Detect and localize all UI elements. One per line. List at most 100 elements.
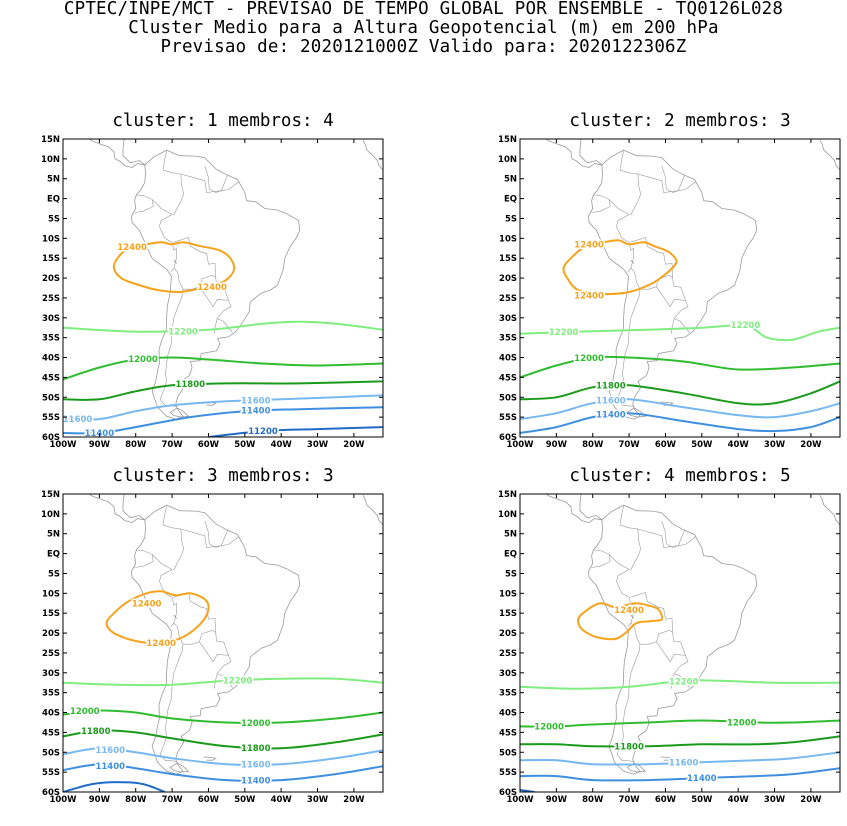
country-border	[677, 530, 685, 546]
contour-11400	[63, 406, 383, 435]
country-border	[173, 592, 217, 645]
lon-label: 60W	[198, 795, 220, 805]
contour-11800	[63, 380, 383, 401]
lon-label: 30W	[764, 440, 786, 450]
lat-label: 5N	[47, 530, 60, 540]
map-frame	[62, 493, 384, 793]
lat-label: 30S	[42, 314, 60, 324]
lat-label: 40S	[499, 709, 517, 719]
lon-label: 60W	[198, 440, 220, 450]
lat-label: 15S	[499, 254, 517, 264]
country-border	[159, 267, 184, 407]
contour-12400	[562, 239, 678, 296]
lat-label: 10S	[499, 589, 517, 599]
coastline-falklands	[660, 756, 674, 761]
lon-label: 40W	[728, 440, 750, 450]
contour-11400	[520, 412, 840, 434]
contour-label-11400: 11400	[687, 774, 717, 784]
lat-label: 5S	[505, 569, 517, 579]
lat-label: 45S	[42, 373, 60, 383]
lat-label: 45S	[499, 373, 517, 383]
lat-label: 35S	[42, 689, 60, 699]
lat-label: 5N	[504, 530, 517, 540]
lon-label: 20W	[800, 440, 822, 450]
map-content: 12400 12200 12000 12000 11800 11600 11400	[520, 494, 840, 792]
lat-label: 30S	[499, 314, 517, 324]
country-border	[619, 505, 642, 571]
coastline-lake	[173, 259, 178, 264]
contour-11600	[520, 751, 840, 766]
lat-label: 35S	[499, 689, 517, 699]
lon-label: 80W	[582, 795, 604, 805]
country-border	[216, 300, 233, 333]
lon-label: 70W	[161, 440, 183, 450]
panel-title: cluster: 2 membros: 3	[569, 111, 791, 131]
country-border	[134, 194, 154, 213]
lat-label: 40S	[42, 354, 60, 364]
contour-label-11400: 11400	[241, 406, 271, 416]
contour-label-11800: 11800	[614, 743, 644, 753]
lat-label: 10N	[41, 510, 60, 520]
map-panel-cluster-3: cluster: 3 membros: 3 12400 12400 12200 120…	[0, 466, 400, 826]
contour-12200	[63, 320, 383, 333]
lon-label: 90W	[546, 795, 568, 805]
map-frame	[519, 493, 841, 793]
lat-label: EQ	[47, 550, 60, 560]
lat-label: 60S	[499, 788, 517, 798]
map-plot: 12400 12400 12200 12000 12000 11800 11800 11600…	[41, 490, 384, 805]
lat-label: 15S	[42, 254, 60, 264]
country-border	[180, 528, 239, 548]
lon-label: 30W	[764, 795, 786, 805]
contour-label-11400: 11400	[95, 762, 125, 772]
contour-12200	[520, 324, 840, 342]
lon-label: 70W	[161, 795, 183, 805]
lat-label: 20S	[42, 629, 60, 639]
lat-label: 25S	[42, 294, 60, 304]
country-border	[656, 632, 686, 663]
coastline-south-america	[587, 149, 758, 420]
contour-label-12400: 12400	[117, 243, 147, 253]
lat-label: 10S	[499, 234, 517, 244]
lat-label: 55S	[499, 768, 517, 778]
lat-label: 20S	[499, 274, 517, 284]
country-border	[608, 199, 634, 272]
country-border	[673, 655, 690, 688]
contour-label-12200: 12200	[223, 676, 253, 686]
map-content: 1240012400122001200011800116001160011400…	[63, 139, 383, 437]
lat-label: 55S	[42, 413, 60, 423]
lon-label: 70W	[618, 440, 640, 450]
contour-label-11600: 11600	[596, 396, 626, 406]
lat-label: EQ	[504, 195, 517, 205]
lat-label: 30S	[42, 669, 60, 679]
contour-label-12200: 12200	[731, 321, 761, 331]
country-border	[180, 173, 239, 193]
map-plot: 1240012400122001200011800116001160011400…	[41, 135, 384, 450]
contour-11600	[520, 398, 840, 421]
map-content: 12400 12400 12200 12200 12000 11800 11600 11400	[520, 139, 840, 434]
lon-label: 100W	[49, 440, 77, 450]
lat-label: 15N	[498, 135, 517, 145]
lon-label: 80W	[125, 440, 147, 450]
panel-title: cluster: 4 membros: 5	[569, 466, 791, 486]
contour-label-11600: 11600	[241, 761, 271, 771]
contour-11200	[208, 426, 383, 437]
lat-label: 40S	[499, 354, 517, 364]
lat-label: 10S	[42, 234, 60, 244]
contour-12000	[63, 356, 383, 381]
contour-label-12400: 12400	[132, 599, 162, 609]
coastline-tierra-del-fuego	[626, 762, 647, 773]
map-panel-cluster-2: cluster: 2 membros: 3 12400 12400 12200 122…	[457, 111, 847, 471]
contour-12400	[105, 590, 210, 645]
contour-label-12000: 12000	[241, 719, 271, 729]
contour-label-11400: 11400	[241, 776, 271, 786]
country-border	[199, 277, 229, 308]
contour-label-12000: 12000	[574, 354, 604, 364]
lon-label: 50W	[691, 440, 713, 450]
contour-label-11600: 11600	[95, 746, 125, 756]
lat-label: 30S	[499, 669, 517, 679]
contour-11200	[63, 781, 166, 792]
contour-label-12400: 12400	[197, 283, 227, 293]
country-border	[616, 267, 641, 407]
lat-label: 15N	[41, 135, 60, 145]
lat-label: 20S	[42, 274, 60, 284]
